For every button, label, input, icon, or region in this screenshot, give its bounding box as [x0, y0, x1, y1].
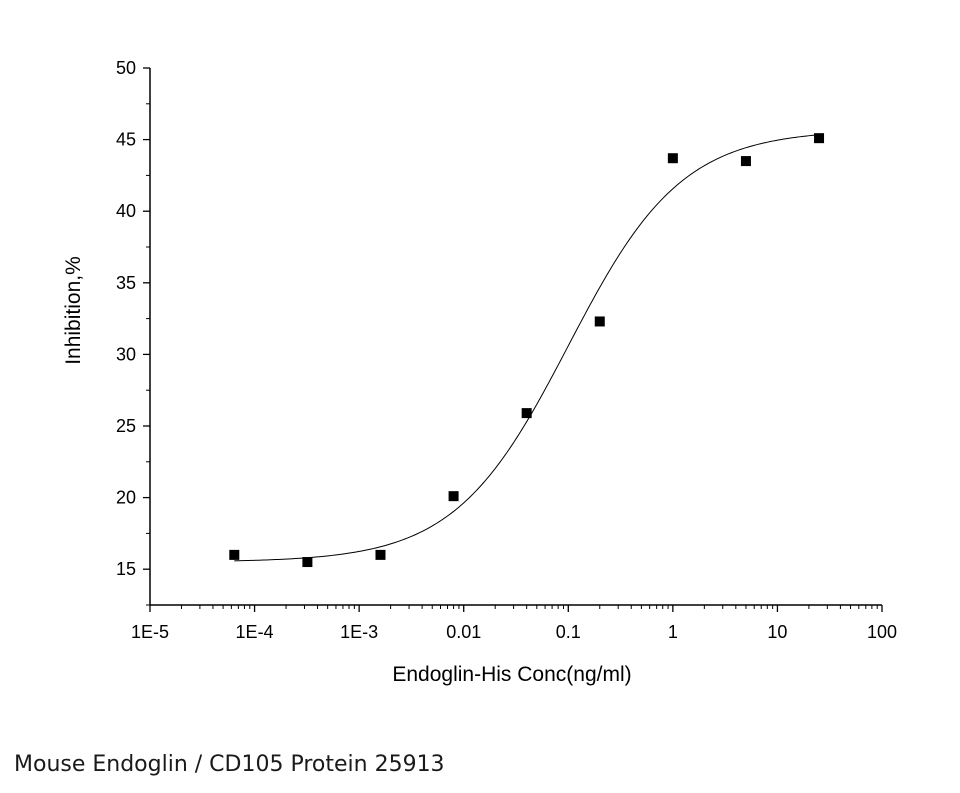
- data-point: [814, 133, 825, 144]
- fit-curve: [234, 134, 820, 562]
- x-tick-label: 1E-5: [131, 622, 169, 642]
- y-axis-title: Inhibition,%: [62, 256, 85, 365]
- x-tick-label: 100: [867, 622, 897, 642]
- inhibition-chart: 1E-5 1E-4 1E-3 0.01 0.1 1 10 100 15 20 25 30 35 40 45 5…: [62, 58, 897, 686]
- x-tick-label: 0.1: [556, 622, 581, 642]
- plot-area: 1E-5 1E-4 1E-3 0.01 0.1 1 10 100 15 20 25 30 35 40 45 5…: [116, 58, 897, 642]
- data-point: [375, 549, 386, 560]
- y-tick-label: 20: [116, 488, 136, 508]
- y-tick-label: 50: [116, 58, 136, 78]
- x-tick-label: 0.01: [446, 622, 481, 642]
- data-point: [448, 491, 459, 502]
- figure-caption: Mouse Endoglin / CD105 Protein 25913: [14, 752, 445, 777]
- x-axis-title: Endoglin-His Conc(ng/ml): [392, 663, 631, 686]
- y-tick-label: 30: [116, 344, 136, 364]
- data-point: [521, 408, 532, 419]
- data-point: [667, 153, 678, 164]
- y-tick-label: 35: [116, 273, 136, 293]
- y-tick-label: 40: [116, 201, 136, 221]
- x-tick-label: 1E-4: [236, 622, 274, 642]
- data-point: [740, 156, 751, 167]
- x-tick-label: 10: [767, 622, 787, 642]
- y-tick-label: 25: [116, 416, 136, 436]
- x-tick-label: 1E-3: [340, 622, 378, 642]
- y-tick-label: 15: [116, 559, 136, 579]
- y-tick-label: 45: [116, 130, 136, 150]
- data-point: [302, 557, 313, 568]
- data-point: [594, 316, 605, 327]
- x-tick-label: 1: [668, 622, 678, 642]
- data-point: [229, 549, 240, 560]
